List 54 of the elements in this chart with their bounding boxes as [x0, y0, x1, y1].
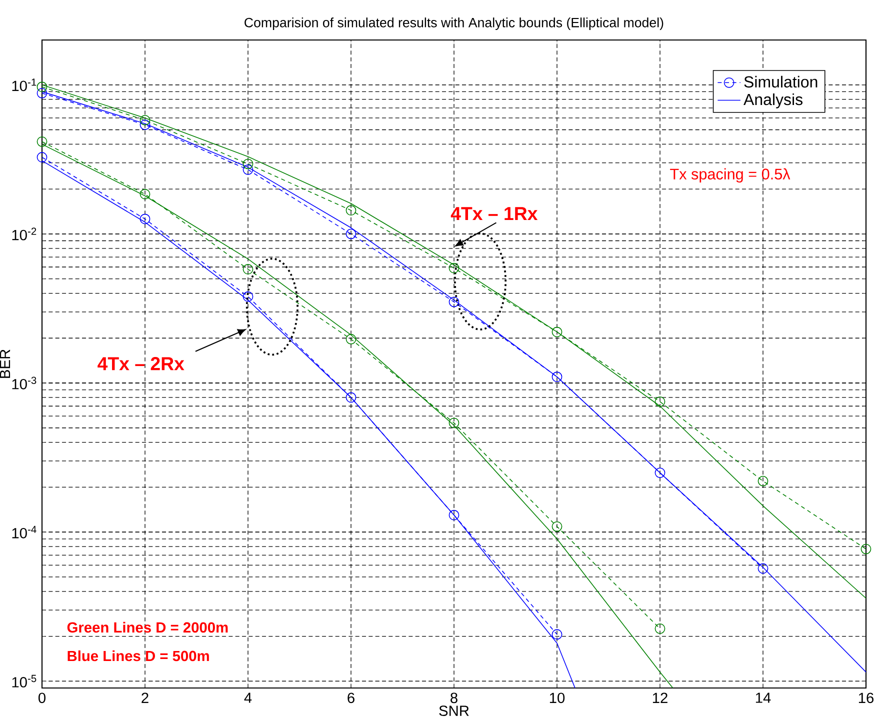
- annotation: 4Tx – 1Rx: [450, 207, 538, 220]
- point: [552, 372, 562, 382]
- point: [36, 136, 48, 147]
- point: [552, 521, 562, 532]
- x-tick-label: 10: [550, 692, 565, 704]
- point: [140, 188, 150, 200]
- annotation: 4Tx – 2Rx: [98, 357, 184, 370]
- point: [552, 326, 562, 338]
- point: [346, 334, 356, 344]
- y-axis-title: BER: [0, 350, 10, 378]
- chart-title: Comparision of simulated results with Analytic bounds (Elliptical model): [244, 18, 664, 30]
- x-tick-label: 4: [244, 692, 252, 703]
- point: [242, 291, 254, 302]
- point: [552, 629, 562, 640]
- point: [346, 392, 356, 403]
- point: [242, 164, 254, 175]
- point: [654, 623, 666, 634]
- point: [758, 563, 768, 574]
- annotation: Green Lines D = 2000m: [67, 622, 228, 633]
- y-tick-label: 10$^{-1}$: [12, 78, 36, 92]
- point: [654, 468, 666, 478]
- point: [448, 418, 460, 428]
- point: [140, 114, 150, 126]
- annotation: Blue Lines D = 500m: [68, 650, 209, 662]
- x-axis-title: SNR: [439, 706, 469, 716]
- point: [448, 262, 460, 274]
- point: [448, 510, 460, 520]
- point: [346, 205, 356, 216]
- x-tick-label: 12: [652, 692, 668, 703]
- x-tick-label: 2: [142, 692, 148, 703]
- point: [36, 82, 48, 92]
- point: [860, 544, 872, 554]
- point: [242, 158, 254, 170]
- point: [140, 214, 150, 224]
- y-tick-label: 10$^{-2}$: [12, 228, 36, 240]
- point: [654, 396, 666, 407]
- x-tick-label: 0: [38, 692, 46, 704]
- point: [36, 152, 48, 162]
- x-tick-label: 6: [348, 692, 354, 704]
- x-tick-label: 8: [450, 692, 458, 704]
- x-tick-label: 16: [858, 692, 874, 704]
- point: [758, 476, 768, 486]
- point: [36, 88, 48, 98]
- point: [242, 264, 254, 274]
- point: [448, 296, 460, 308]
- y-tick-label: 10$^{-4}$: [12, 526, 36, 538]
- x-tick-label: 14: [756, 692, 771, 703]
- point: [140, 120, 150, 130]
- y-tick-label: 10$^{-3}$: [12, 376, 36, 390]
- legend-label: Simulation: [744, 76, 818, 88]
- legend-label: Analysis: [744, 93, 802, 108]
- annotation: Tx spacing = 0.5λ: [670, 168, 790, 183]
- y-tick-label: 10$^{-5}$: [12, 674, 36, 688]
- point: [346, 228, 356, 240]
